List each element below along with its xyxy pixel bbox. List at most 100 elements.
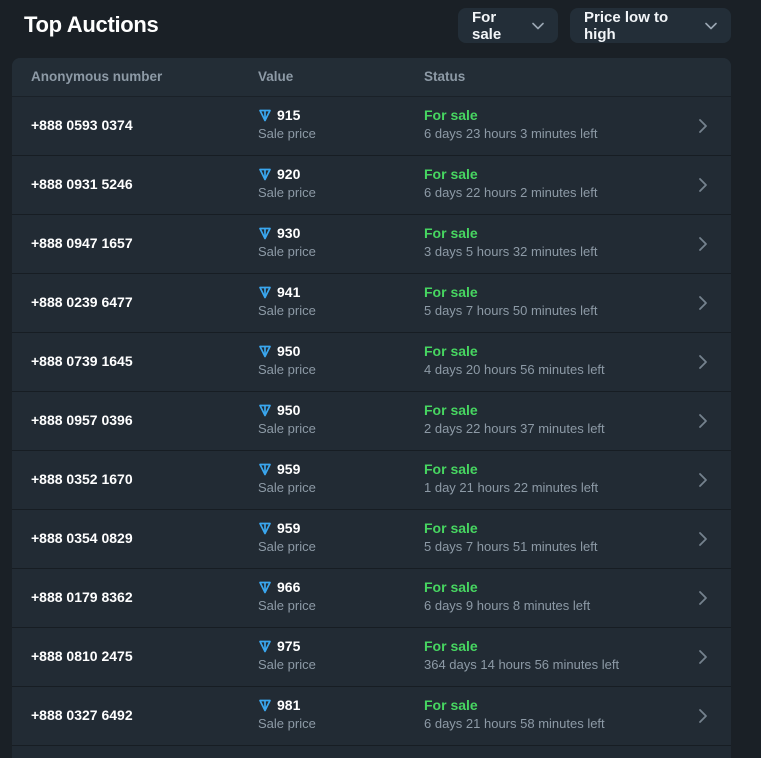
time-left: 5 days 7 hours 51 minutes left [424,539,598,554]
column-header-value[interactable]: Value [258,69,294,84]
price: 950 [258,343,316,359]
price-caption: Sale price [258,244,316,259]
ton-icon [258,462,277,476]
price: 920 [258,166,316,182]
value-cell: 920 Sale price [258,166,316,200]
ton-icon [258,226,277,240]
price-amount: 966 [277,579,301,595]
chevron-right-icon[interactable] [698,413,708,434]
ton-icon [258,167,277,181]
time-left: 6 days 22 hours 2 minutes left [424,185,598,200]
chevron-right-icon[interactable] [698,649,708,670]
status-cell: For sale 2 days 22 hours 37 minutes left [424,402,605,436]
price-amount: 920 [277,166,301,182]
value-cell: 941 Sale price [258,284,316,318]
table-row[interactable]: +888 0931 5246 920 Sale price For sale 6 day… [12,156,731,215]
ton-icon [258,639,277,653]
price: 966 [258,579,316,595]
price-amount: 930 [277,225,301,241]
filter-dropdown-label: For sale [472,8,502,43]
anonymous-number: +888 0810 2475 [31,648,133,664]
time-left: 6 days 9 hours 8 minutes left [424,598,591,613]
ton-icon [258,108,277,122]
status-label: For sale [424,107,478,123]
time-left: 6 days 21 hours 58 minutes left [424,716,605,731]
chevron-right-icon[interactable] [698,118,708,139]
value-cell: 975 Sale price [258,638,316,672]
value-cell: 950 Sale price [258,343,316,377]
status-label: For sale [424,343,478,359]
price-caption: Sale price [258,539,316,554]
table-row[interactable]: +888 0239 6477 941 Sale price For sale 5 day… [12,274,731,333]
table-row[interactable]: +888 0593 0374 915 Sale price For sale 6 day… [12,97,731,156]
price-caption: Sale price [258,362,316,377]
status-cell: For sale 4 days 20 hours 56 minutes left [424,343,605,377]
column-header-number[interactable]: Anonymous number [31,69,163,84]
anonymous-number: +888 0957 0396 [31,412,133,428]
status-cell: For sale 6 days 23 hours 3 minutes left [424,107,597,141]
time-left: 2 days 22 hours 37 minutes left [424,421,605,436]
chevron-down-icon [705,22,717,30]
page-title: Top Auctions [24,12,159,37]
status-cell: For sale 364 days 14 hours 56 minutes lef… [424,638,619,672]
price: 975 [258,638,316,654]
sort-dropdown-label: Price low to high [584,8,669,43]
chevron-right-icon[interactable] [698,590,708,611]
chevron-right-icon[interactable] [698,236,708,257]
time-left: 5 days 7 hours 50 minutes left [424,303,598,318]
value-cell: 959 Sale price [258,520,316,554]
time-left: 4 days 20 hours 56 minutes left [424,362,605,377]
ton-icon [258,403,277,417]
price-caption: Sale price [258,480,316,495]
auctions-table: Anonymous number Value Status +888 0593 … [12,58,731,758]
chevron-right-icon[interactable] [698,708,708,729]
status-label: For sale [424,461,478,477]
table-row[interactable]: +888 0947 1657 930 Sale price For sale 3 day… [12,215,731,274]
page-header: Top Auctions For sale Price low to high [0,0,761,56]
table-row[interactable]: +888 0739 1645 950 Sale price For sale 4 day… [12,333,731,392]
status-label: For sale [424,579,478,595]
time-left: 1 day 21 hours 22 minutes left [424,480,599,495]
price-amount: 981 [277,697,301,713]
time-left: 3 days 5 hours 32 minutes left [424,244,598,259]
anonymous-number: +888 0739 1645 [31,353,133,369]
status-label: For sale [424,638,478,654]
price: 959 [258,520,316,536]
status-label: For sale [424,225,478,241]
table-row[interactable]: +888 0354 0829 959 Sale price For sale 5 day… [12,510,731,569]
chevron-right-icon[interactable] [698,354,708,375]
price: 941 [258,284,316,300]
chevron-right-icon[interactable] [698,531,708,552]
status-label: For sale [424,520,478,536]
status-cell: For sale 6 days 22 hours 2 minutes left [424,166,597,200]
table-header: Anonymous number Value Status [12,58,731,97]
price-amount: 959 [277,461,301,477]
chevron-right-icon[interactable] [698,295,708,316]
table-row[interactable]: +888 0179 8362 966 Sale price For sale 6 day… [12,569,731,628]
status-label: For sale [424,284,478,300]
table-row[interactable]: +888 0957 0396 950 Sale price For sale 2 day… [12,392,731,451]
sort-dropdown[interactable]: Price low to high [570,8,731,43]
anonymous-number: +888 0352 1670 [31,471,133,487]
value-cell: 959 Sale price [258,461,316,495]
anonymous-number: +888 0327 6492 [31,707,133,723]
value-cell: 915 Sale price [258,107,316,141]
filter-dropdown[interactable]: For sale [458,8,558,43]
table-row[interactable]: +888 0810 2475 975 Sale price For sale 364 d… [12,628,731,687]
price: 930 [258,225,316,241]
table-row[interactable]: +888 0352 1670 959 Sale price For sale 1 day… [12,451,731,510]
anonymous-number: +888 0354 0829 [31,530,133,546]
table-row[interactable]: +888 0327 6492 981 Sale price For sale 6 day… [12,687,731,746]
chevron-right-icon[interactable] [698,177,708,198]
table-body: +888 0593 0374 915 Sale price For sale 6 day… [12,97,731,746]
status-cell: For sale 1 day 21 hours 22 minutes left [424,461,598,495]
ton-icon [258,285,277,299]
status-label: For sale [424,166,478,182]
anonymous-number: +888 0931 5246 [31,176,133,192]
price-amount: 975 [277,638,301,654]
anonymous-number: +888 0593 0374 [31,117,133,133]
column-header-status[interactable]: Status [424,69,466,84]
chevron-right-icon[interactable] [698,472,708,493]
value-cell: 950 Sale price [258,402,316,436]
chevron-down-icon [532,22,544,30]
